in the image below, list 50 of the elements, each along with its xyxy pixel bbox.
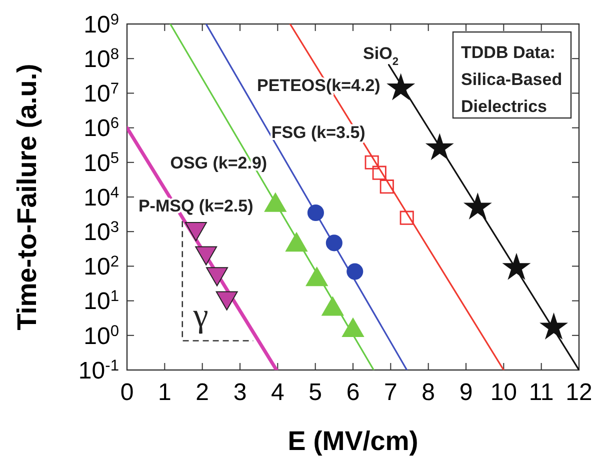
point <box>195 246 218 266</box>
point <box>286 232 308 252</box>
text: TDDB Data: Silica-Based Dielectrics <box>461 43 562 116</box>
point <box>388 74 414 100</box>
x-axis-title: E (MV/cm) <box>288 426 418 456</box>
point <box>400 210 414 225</box>
point <box>206 267 228 286</box>
point <box>306 267 328 286</box>
y-tick-label: 10$^{7}$ <box>84 80 119 108</box>
point <box>346 263 364 280</box>
y-tick-label: 10$^{-1}$ <box>78 356 119 384</box>
y-axis-title: Time-to-Failure (a.u.) <box>12 64 42 330</box>
point <box>264 192 286 212</box>
point <box>307 204 324 222</box>
x-tick-label: 0 <box>120 379 134 406</box>
point <box>372 166 386 180</box>
y-tick-label: 10$^{8}$ <box>84 46 119 73</box>
point <box>216 291 238 310</box>
x-tick-label: 7 <box>384 379 398 406</box>
x-tick-label: 11 <box>528 379 554 406</box>
point <box>426 134 453 160</box>
x-tick-label: 1 <box>158 379 172 406</box>
point <box>464 194 491 219</box>
point <box>503 254 530 280</box>
x-tick-label: 3 <box>233 379 247 406</box>
x-tick-label: 8 <box>422 379 436 406</box>
x-tick-label: 10 <box>490 379 518 406</box>
y-tick-label: 10$^{9}$ <box>84 10 119 38</box>
point <box>184 222 207 242</box>
y-tick-label: 10$^{3}$ <box>84 218 119 246</box>
annotation: γ <box>192 297 208 334</box>
point <box>364 155 379 170</box>
point <box>540 314 567 339</box>
point <box>326 234 342 252</box>
x-tick-label: 12 <box>566 379 592 406</box>
y-tick-label: 10$^{4}$ <box>84 184 120 212</box>
y-tick-label: 10$^{0}$ <box>84 322 120 350</box>
y-tick-label: 10$^{5}$ <box>84 149 120 177</box>
x-tick-label: 9 <box>459 379 473 406</box>
y-tick-label: 10$^{2}$ <box>84 253 119 281</box>
x-tick-label: 4 <box>270 379 284 406</box>
point <box>380 180 394 194</box>
x-tick-label: 6 <box>346 379 360 406</box>
point <box>322 296 344 316</box>
y-tick-label: 10$^{6}$ <box>84 114 119 142</box>
y-tick-label: 10$^{1}$ <box>84 288 119 316</box>
x-tick-label: 2 <box>196 379 210 406</box>
series-label: SiO$_{2}$ <box>363 44 399 68</box>
point <box>342 318 364 337</box>
x-tick-label: 5 <box>308 379 322 406</box>
